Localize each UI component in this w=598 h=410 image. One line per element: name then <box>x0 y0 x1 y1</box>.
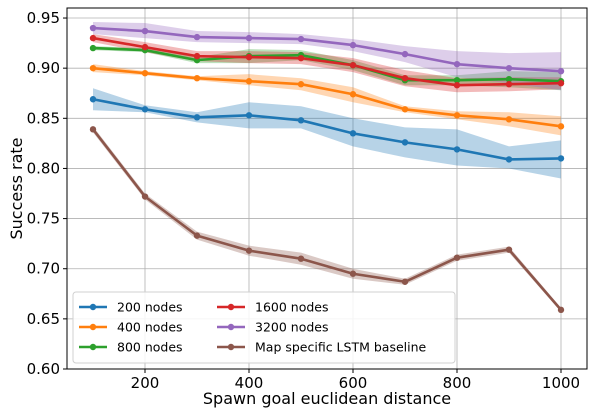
legend-label: 400 nodes <box>117 320 183 335</box>
point-map-specific-lstm-baseline <box>193 232 201 239</box>
legend-swatch-marker <box>227 323 235 331</box>
y-tick-label: 0.70 <box>27 260 60 278</box>
line-800-nodes <box>92 46 562 83</box>
point-400-nodes <box>557 123 565 130</box>
y-axis-ticks: 0.60 0.65 0.70 0.75 0.80 0.85 0.90 0.95 <box>27 9 67 378</box>
legend-swatch-marker <box>89 303 97 311</box>
y-tick-label: 0.75 <box>27 210 60 228</box>
legend-box <box>72 291 456 364</box>
band-map-specific-lstm-baseline <box>93 126 561 312</box>
legend-swatch-marker <box>227 303 235 311</box>
point-1600-nodes <box>245 53 253 61</box>
point-1600-nodes <box>141 43 149 51</box>
y-tick-label: 0.90 <box>27 59 60 77</box>
point-1600-nodes <box>193 52 201 60</box>
point-800-nodes <box>89 44 97 52</box>
x-tick-label: 1000 <box>542 374 580 392</box>
point-3200-nodes <box>401 50 409 58</box>
point-400-nodes <box>245 78 253 85</box>
point-3200-nodes <box>349 41 357 49</box>
point-400-nodes <box>297 81 305 88</box>
point-3200-nodes <box>557 67 565 75</box>
x-axis-ticks: 200 400 600 800 1000 <box>131 369 580 392</box>
band-400-nodes <box>93 64 561 136</box>
point-3200-nodes <box>297 35 305 43</box>
point-1600-nodes <box>505 81 513 88</box>
point-800-nodes <box>505 75 513 83</box>
point-map-specific-lstm-baseline <box>245 247 253 254</box>
point-map-specific-lstm-baseline <box>349 270 357 277</box>
legend-label: 1600 nodes <box>255 300 329 315</box>
legend-label: 200 nodes <box>117 300 183 315</box>
point-800-nodes <box>453 77 461 84</box>
point-map-specific-lstm-baseline <box>453 254 461 261</box>
point-1600-nodes <box>349 61 357 69</box>
point-200-nodes <box>141 106 149 113</box>
point-3200-nodes <box>245 34 253 42</box>
point-1600-nodes <box>401 74 409 82</box>
point-400-nodes <box>505 116 513 123</box>
y-axis-label: Success rate <box>7 138 26 240</box>
x-tick-label: 400 <box>235 374 264 392</box>
point-200-nodes <box>453 146 461 153</box>
line-1600-nodes <box>92 36 562 87</box>
point-map-specific-lstm-baseline <box>557 306 565 314</box>
point-200-nodes <box>349 130 357 137</box>
y-tick-label: 0.85 <box>27 109 60 127</box>
x-axis-label: Spawn goal euclidean distance <box>203 389 451 408</box>
legend-swatch-marker <box>227 343 235 351</box>
point-200-nodes <box>193 114 201 121</box>
point-400-nodes <box>141 69 149 77</box>
point-map-specific-lstm-baseline <box>505 246 513 253</box>
point-map-specific-lstm-baseline <box>89 126 97 133</box>
line-400-nodes <box>92 66 562 128</box>
point-400-nodes <box>401 106 409 113</box>
y-tick-label: 0.65 <box>27 310 60 328</box>
point-400-nodes <box>453 112 461 119</box>
line-3200-nodes <box>92 26 562 73</box>
series-points <box>89 24 565 314</box>
x-tick-label: 200 <box>131 374 160 392</box>
legend-label: 3200 nodes <box>255 320 329 335</box>
y-tick-label: 0.95 <box>27 9 60 27</box>
y-tick-label: 0.80 <box>27 159 60 177</box>
legend-label: Map specific LSTM baseline <box>255 340 427 355</box>
legend-swatch-marker <box>89 323 97 331</box>
x-tick-label: 600 <box>339 374 368 392</box>
point-3200-nodes <box>89 24 97 32</box>
point-map-specific-lstm-baseline <box>141 193 149 200</box>
point-3200-nodes <box>505 64 513 72</box>
line-200-nodes <box>92 97 562 161</box>
point-1600-nodes <box>453 82 461 89</box>
point-1600-nodes <box>557 80 565 87</box>
point-1600-nodes <box>89 34 97 42</box>
point-map-specific-lstm-baseline <box>401 278 409 285</box>
point-3200-nodes <box>453 60 461 68</box>
line-map-specific-lstm-baseline <box>91 128 562 311</box>
point-400-nodes <box>193 74 201 82</box>
band-200-nodes <box>93 88 561 179</box>
point-200-nodes <box>557 155 565 162</box>
point-3200-nodes <box>193 33 201 41</box>
point-200-nodes <box>297 117 305 124</box>
point-200-nodes <box>401 139 409 146</box>
y-tick-label: 0.60 <box>27 360 60 378</box>
series-lines <box>91 26 562 311</box>
point-400-nodes <box>89 64 97 72</box>
band-3200-nodes <box>93 22 561 91</box>
point-1600-nodes <box>297 54 305 62</box>
point-200-nodes <box>505 156 513 163</box>
legend-swatch-marker <box>89 343 97 351</box>
point-200-nodes <box>89 96 97 103</box>
point-map-specific-lstm-baseline <box>297 255 305 262</box>
point-400-nodes <box>349 91 357 98</box>
point-3200-nodes <box>141 27 149 35</box>
legend: 200 nodes 400 nodes 800 nodes 1600 nodes 320… <box>72 291 456 364</box>
plot-frame <box>66 7 588 370</box>
band-1600-nodes <box>93 34 561 93</box>
legend-label: 800 nodes <box>117 340 183 355</box>
x-tick-label: 800 <box>443 374 472 392</box>
point-200-nodes <box>245 112 253 119</box>
